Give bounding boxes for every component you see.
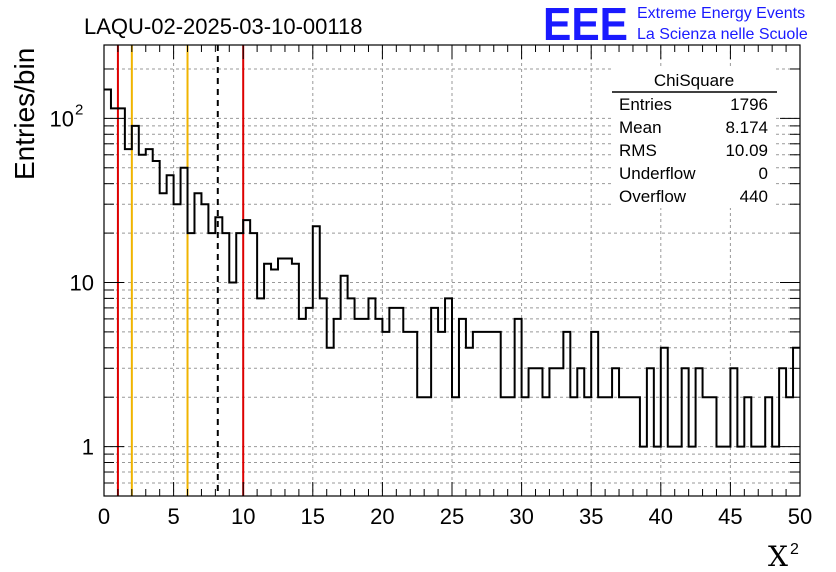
y-tick-label: 10 (50, 106, 74, 131)
stats-overflow-value: 440 (740, 187, 768, 206)
vertical-markers (116, 45, 245, 496)
x-axis-label-main: X (768, 540, 788, 572)
x-tick-label: 0 (98, 504, 110, 529)
chart-title: LAQU-02-2025-03-10-00118 (84, 14, 362, 39)
x-axis-label: X 2 (768, 540, 799, 572)
x-tick-label: 50 (788, 504, 812, 529)
x-tick-label: 10 (231, 504, 255, 529)
x-tick-labels: 0 5 10 15 20 25 30 35 40 45 50 (98, 504, 812, 529)
stats-entries-value: 1796 (730, 95, 768, 114)
stats-rms-label: RMS (619, 141, 657, 160)
logo: EEE Extreme Energy Events La Scienza nel… (543, 0, 808, 50)
stats-entries-label: Entries (619, 95, 672, 114)
x-tick-label: 30 (509, 504, 533, 529)
stats-mean-value: 8.174 (725, 118, 768, 137)
stats-underflow-label: Underflow (619, 164, 696, 183)
stats-mean-label: Mean (619, 118, 662, 137)
x-tick-label: 35 (579, 504, 603, 529)
y-tick-label: 1 (82, 435, 94, 460)
y-axis-label: Entries/bin (9, 48, 40, 180)
x-axis-label-superscript: 2 (790, 541, 799, 558)
stats-box: ChiSquare Entries 1796 Mean 8.174 RMS 10… (612, 68, 777, 208)
y-tick-label: 10 (70, 270, 94, 295)
x-tick-label: 45 (718, 504, 742, 529)
x-tick-label: 20 (370, 504, 394, 529)
stats-overflow-label: Overflow (619, 187, 687, 206)
stats-underflow-value: 0 (759, 164, 768, 183)
histogram-line (104, 88, 800, 448)
y-tick-label-exponent: 2 (75, 101, 83, 118)
x-tick-label: 25 (440, 504, 464, 529)
x-tick-label: 40 (649, 504, 673, 529)
logo-eee: EEE (543, 0, 628, 50)
logo-line2: La Scienza nelle Scuole (637, 26, 808, 43)
logo-line1: Extreme Energy Events (637, 5, 805, 22)
axis-ticks (103, 45, 801, 497)
x-tick-label: 15 (301, 504, 325, 529)
stats-title: ChiSquare (654, 71, 734, 90)
stats-rms-value: 10.09 (725, 141, 768, 160)
x-tick-label: 5 (167, 504, 179, 529)
